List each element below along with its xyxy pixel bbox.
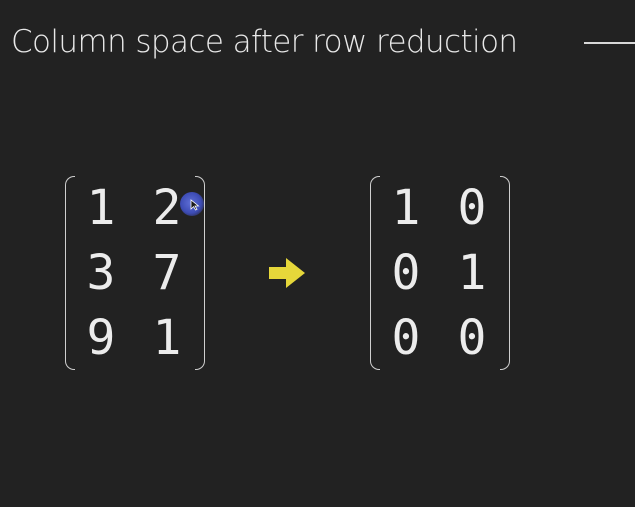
left-bracket bbox=[65, 176, 75, 370]
matrix-cell: 2 bbox=[152, 180, 182, 236]
page-title: Column space after row reduction bbox=[11, 24, 518, 60]
matrix-cell: 0 bbox=[391, 310, 421, 366]
right-bracket bbox=[500, 176, 510, 370]
matrix-cell: 1 bbox=[152, 310, 182, 366]
matrix-cell: 9 bbox=[86, 310, 116, 366]
title-divider bbox=[584, 42, 635, 44]
matrix-cell: 1 bbox=[457, 245, 487, 301]
matrix-cell: 1 bbox=[391, 180, 421, 236]
matrix-cell: 0 bbox=[457, 310, 487, 366]
reduced-matrix: 1 0 0 1 0 0 bbox=[370, 176, 510, 370]
right-arrow-icon bbox=[269, 258, 305, 288]
left-bracket bbox=[370, 176, 380, 370]
matrix-cell: 7 bbox=[152, 245, 182, 301]
matrix-cell: 0 bbox=[391, 245, 421, 301]
matrix-cell: 1 bbox=[86, 180, 116, 236]
matrix-cell: 0 bbox=[457, 180, 487, 236]
mouse-pointer-icon bbox=[190, 199, 200, 211]
original-matrix: 1 2 3 7 9 1 bbox=[65, 176, 205, 370]
matrix-cell: 3 bbox=[86, 245, 116, 301]
